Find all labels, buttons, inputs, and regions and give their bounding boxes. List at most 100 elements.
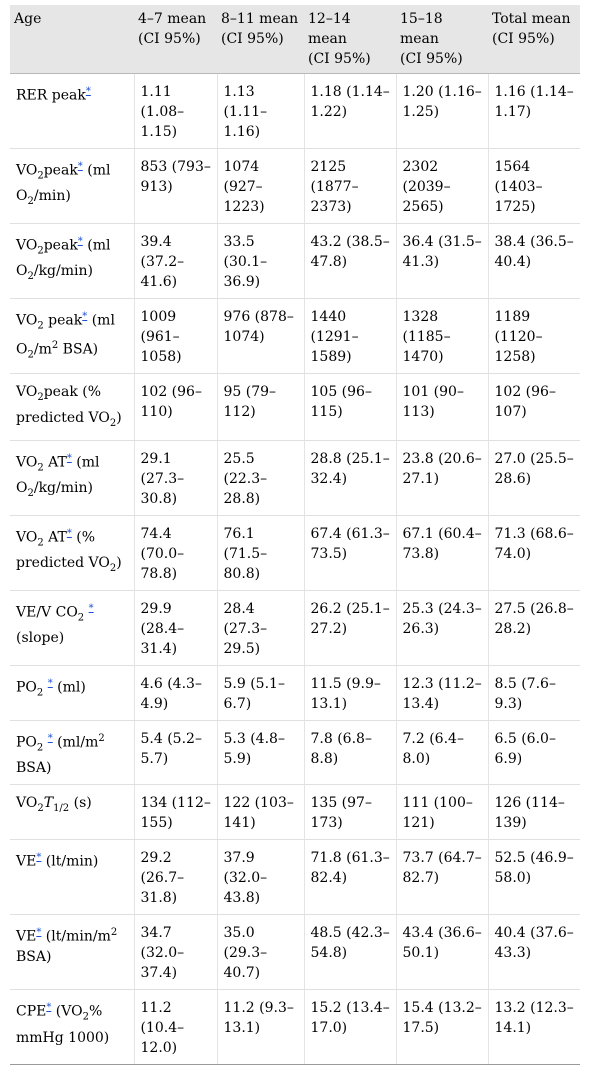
value-cell: 1.16 (1.14–1.17)	[488, 73, 580, 149]
label-sub: 2	[37, 462, 44, 474]
value-cell: 39.4 (37.2–41.6)	[134, 223, 218, 299]
label-italic: T	[43, 795, 54, 812]
value-cell: 12.3 (11.2–13.4)	[396, 665, 489, 721]
value-cell: 1074 (927–1223)	[217, 148, 305, 224]
label-sub: 2	[36, 742, 44, 754]
label-text: (lt/min/m	[41, 928, 111, 945]
value-cell: 74.4 (70.0–78.8)	[134, 515, 218, 591]
value-cell: 71.8 (61.3–82.4)	[304, 839, 397, 916]
row-label-rer-peak: RER peak*	[10, 73, 135, 149]
footnote-link[interactable]: *	[85, 86, 91, 97]
table-row: VO2T1/2 (s) 134 (112–155) 122 (103–141) …	[10, 784, 580, 841]
label-text: PO	[16, 734, 37, 751]
header-label: Total mean	[492, 11, 571, 27]
label-sub: 2	[27, 196, 34, 208]
value-cell: 7.8 (6.8–8.8)	[304, 720, 397, 786]
table-row: VE* (lt/min/m2 BSA) 34.7 (32.0–37.4) 35.…	[10, 914, 580, 991]
value-cell: 1328 (1185–1470)	[396, 298, 489, 374]
label-text: VO	[16, 795, 38, 812]
label-sub: 2	[37, 170, 44, 182]
footnote-link[interactable]: *	[47, 677, 53, 689]
label-text: (ml)	[52, 679, 86, 696]
value-cell: 5.4 (5.2–5.7)	[134, 720, 218, 786]
label-text: peak	[43, 162, 78, 179]
label-text: (% predicted VO	[16, 529, 110, 572]
table-row: VO2peak* (ml O2/min) 853 (793–913) 1074 …	[10, 148, 580, 224]
row-label-ve-lt-min: VE* (lt/min)	[10, 839, 135, 916]
value-cell: 43.4 (36.6–50.1)	[396, 914, 489, 991]
header-group-12-14: 12–14 mean (CI 95%)	[304, 5, 396, 74]
header-label: 12–14 mean	[308, 11, 351, 47]
row-label-vo2-at-ml-kg-min: VO2 AT* (ml O2/kg/min)	[10, 440, 135, 516]
footnote-link[interactable]: *	[66, 452, 72, 464]
header-row: Age 4–7 mean (CI 95%) 8–11 mean (CI 95%) 1…	[10, 5, 580, 74]
value-cell: 48.5 (42.3–54.8)	[304, 914, 397, 991]
value-cell: 15.2 (13.4–17.0)	[304, 989, 397, 1065]
value-cell: 71.3 (68.6–74.0)	[488, 515, 580, 591]
value-cell: 5.9 (5.1–6.7)	[217, 665, 305, 721]
value-cell: 25.3 (24.3–26.3)	[396, 590, 489, 666]
header-ci: (CI 95%)	[221, 31, 284, 47]
label-sup: 2	[51, 340, 59, 352]
label-text: AT	[43, 529, 67, 546]
value-cell: 111 (100–121)	[396, 784, 489, 841]
label-text: VO	[16, 384, 38, 400]
footnote-link[interactable]: *	[47, 732, 53, 744]
label-sub: 2	[77, 612, 85, 624]
value-cell: 4.6 (4.3–4.9)	[134, 665, 218, 721]
footnote-link[interactable]: *	[66, 527, 72, 539]
value-cell: 25.5 (22.3–28.8)	[217, 440, 305, 516]
label-text: VO	[16, 312, 38, 329]
value-cell: 73.7 (64.7–82.7)	[396, 839, 489, 916]
label-sub: 2	[37, 245, 44, 257]
label-text: RER peak	[16, 87, 86, 104]
label-text: BSA)	[16, 948, 52, 965]
header-group-15-18: 15–18 mean (CI 95%)	[396, 5, 488, 74]
label-sub: 2	[37, 802, 44, 814]
value-cell: 23.8 (20.6–27.1)	[396, 440, 489, 516]
label-sub: 2	[37, 320, 44, 332]
label-sub: 2	[109, 417, 117, 429]
label-sub: 1/2	[53, 802, 70, 814]
label-sub: 2	[109, 562, 117, 574]
value-cell: 1564 (1403–1725)	[488, 148, 580, 224]
value-cell: 1440 (1291–1589)	[304, 298, 397, 374]
value-cell: 13.2 (12.3–14.1)	[488, 989, 580, 1065]
table-row: PO2 * (ml) 4.6 (4.3–4.9) 5.9 (5.1–6.7) 1…	[10, 665, 580, 721]
table-row: RER peak* 1.11 (1.08–1.15) 1.13 (1.11–1.…	[10, 73, 580, 149]
value-cell: 37.9 (32.0–43.8)	[217, 839, 305, 916]
label-text: /kg/min)	[33, 263, 93, 280]
table-row: CPE* (VO2% mmHg 1000) 11.2 (10.4–12.0) 1…	[10, 989, 580, 1065]
row-label-cpe: CPE* (VO2% mmHg 1000)	[10, 989, 135, 1065]
footnote-link[interactable]: *	[82, 311, 88, 322]
value-cell: 95 (79–112)	[217, 373, 305, 441]
footnote-link[interactable]: *	[36, 852, 42, 864]
footnote-link[interactable]: *	[77, 161, 83, 172]
label-sub: 2	[27, 271, 34, 283]
label-sup: 2	[98, 732, 105, 744]
value-cell: 1.18 (1.14–1.22)	[304, 73, 397, 149]
table-row: VO2peak (% predicted VO2) 102 (96–110) 9…	[10, 373, 580, 441]
label-text: (slope)	[16, 630, 65, 647]
table-row: VO2peak* (ml O2/kg/min) 39.4 (37.2–41.6)…	[10, 223, 580, 299]
footnote-link[interactable]: *	[36, 927, 42, 939]
header-group-8-11: 8–11 mean (CI 95%)	[217, 5, 304, 74]
header-label: 4–7 mean	[138, 11, 207, 27]
label-text: /kg/min)	[33, 480, 93, 497]
table-row: VO2 AT* (% predicted VO2) 74.4 (70.0–78.…	[10, 515, 580, 591]
table-row: PO2 * (ml/m2 BSA) 5.4 (5.2–5.7) 5.3 (4.8…	[10, 720, 580, 786]
value-cell: 1.13 (1.11–1.16)	[217, 73, 305, 149]
value-cell: 5.3 (4.8–5.9)	[217, 720, 305, 786]
label-text: (ml O	[16, 454, 100, 497]
value-cell: 6.5 (6.0–6.9)	[488, 720, 580, 786]
value-cell: 38.4 (36.5–40.4)	[488, 223, 580, 299]
value-cell: 134 (112–155)	[134, 784, 218, 841]
value-cell: 11.5 (9.9–13.1)	[304, 665, 397, 721]
footnote-link[interactable]: *	[77, 236, 83, 247]
header-ci: (CI 95%)	[492, 31, 555, 47]
value-cell: 36.4 (31.5–41.3)	[396, 223, 489, 299]
value-cell: 1.20 (1.16–1.25)	[396, 73, 489, 149]
label-sub: 2	[37, 391, 44, 403]
footnote-link[interactable]: *	[88, 602, 94, 614]
label-text: VE	[16, 853, 37, 870]
